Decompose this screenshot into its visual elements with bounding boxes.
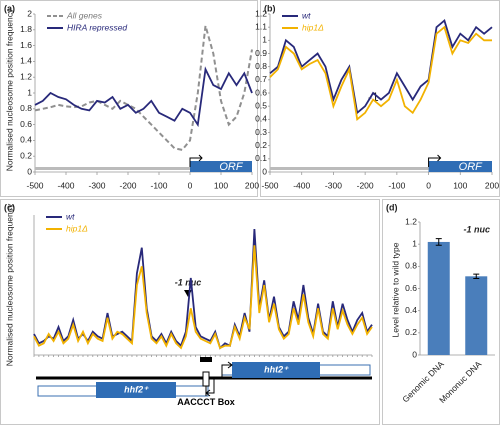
tick-label: -300 [325,180,342,190]
tick-label: 0.4 [20,135,32,145]
tick-label: 0.7 [255,74,267,84]
gene [96,382,176,398]
tick-label: -300 [88,180,105,190]
tick-label: 1 [27,87,32,97]
series-line [33,245,373,350]
box-marker [202,371,210,387]
orf-box [190,161,252,172]
tick-label: -200 [357,180,374,190]
tick-label: 0.8 [405,261,417,271]
tick-label: 0.3 [255,127,267,137]
nuc-marker [200,357,212,362]
box-label: AACCCT Box [177,397,235,407]
promoter [270,167,429,170]
legend-label: HIRA repressed [67,22,127,32]
tick-label: 0.5 [255,100,267,110]
tick-label: 0.9 [255,48,267,58]
tick-label: 0.4 [255,114,267,124]
annotation: -1 nuc [463,224,490,234]
tick-label: 100 [453,180,467,190]
tick-label: 100 [214,180,228,190]
tick-label: 1.8 [20,24,32,34]
tick-label: 1 [412,238,417,248]
gene [232,362,320,378]
tick-label: 2 [27,8,32,18]
tick-label: 0.6 [405,283,417,293]
y-axis-label: Normalised nucleosome position frequency [4,203,14,366]
tick-label: 0.8 [255,61,267,71]
orf-box [428,161,492,172]
promoter [35,167,190,170]
tick-label: -400 [57,180,74,190]
legend-label: All genes [66,10,103,20]
gene-label: hhf2⁺ [124,384,149,394]
panel-label: (d) [386,202,398,212]
annotation: -1 [368,90,379,104]
tick-label: 0 [27,166,32,176]
tick-label: -100 [150,180,167,190]
tick-label: -500 [26,180,43,190]
legend-label: hip1Δ [302,22,324,32]
bar [427,241,450,355]
tick-label: 1.2 [405,216,417,226]
tss-arrow [428,154,442,167]
orf-label: ORF [459,161,484,173]
bar [465,276,488,355]
tick-label: 1.2 [20,71,32,81]
series-line [33,228,373,350]
tick-label: 0.6 [255,87,267,97]
tick-label: 1.6 [20,40,32,50]
tick-label: 0 [188,180,193,190]
tick-label: -200 [119,180,136,190]
tick-label: 1.4 [20,56,32,66]
panel-label: (a) [4,3,15,13]
legend-label: wt [302,10,311,20]
series-line [269,25,492,121]
gene-label: hht2⁺ [264,364,289,374]
arrow [184,290,192,297]
tick-label: 1.1 [255,21,267,31]
tss-arrow [189,154,203,167]
panel-border [0,0,258,197]
tick-label: 0.4 [405,305,417,315]
tick-label: 1.2 [255,8,267,18]
series-line [34,66,253,128]
tick-label: 0.2 [20,150,32,160]
tss-arrow [221,361,233,378]
y-axis-label: Level relative to wild type [390,242,400,337]
y-axis-label: Normalised nucleosome position frequency [4,8,14,171]
tick-label: -500 [261,180,278,190]
series-line [269,19,493,115]
tick-label: 0.2 [255,140,267,150]
tick-label: 200 [485,180,499,190]
tick-label: 0 [412,349,417,359]
tick-label: 0.8 [20,103,32,113]
tick-label: 0.2 [405,327,417,337]
panel-label: (b) [264,3,276,13]
series-line [34,25,253,152]
tick-label: -100 [388,180,405,190]
tick-label: 0.6 [20,119,32,129]
box-label-wrap: AACCCT Box [177,397,235,407]
error-bar [473,273,480,280]
tick-label: -400 [293,180,310,190]
tick-label: 0.1 [255,153,267,163]
tick-label: 0 [262,166,267,176]
legend-label: wt [66,211,75,221]
panel-label: (c) [4,202,15,212]
legend-label: hip1Δ [66,223,88,233]
annotation: -1 nuc [175,277,202,287]
error-bar [435,238,442,246]
tick-label: 200 [245,180,259,190]
tick-label: 1 [262,35,267,45]
orf-label: ORF [219,161,244,173]
tick-label: 0 [426,180,431,190]
